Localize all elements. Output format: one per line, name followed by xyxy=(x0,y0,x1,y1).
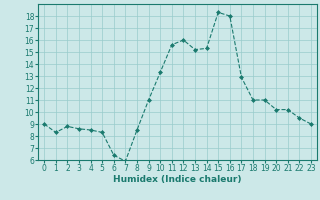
X-axis label: Humidex (Indice chaleur): Humidex (Indice chaleur) xyxy=(113,175,242,184)
